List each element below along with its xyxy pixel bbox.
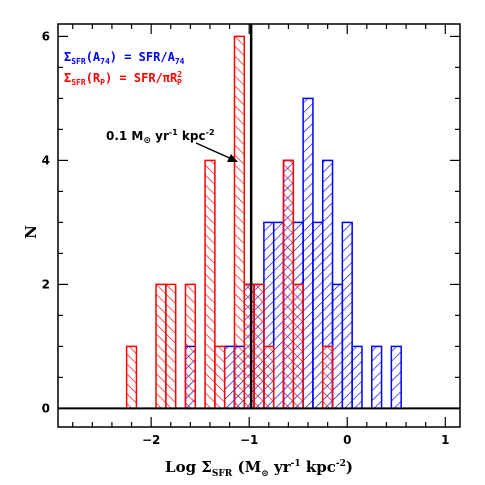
bar-red-3 — [184, 283, 197, 410]
bar-red-11 — [292, 283, 304, 410]
bar-blue-12 — [331, 283, 344, 410]
bar-red-2 — [165, 283, 177, 410]
bar-red-10 — [282, 159, 295, 410]
bar-blue-16 — [390, 345, 402, 410]
bar-red-1 — [155, 283, 167, 410]
legend-entry-red: ΣSFR(RP) = SFR/πR2 P — [64, 70, 182, 87]
bar-blue-14 — [351, 345, 363, 410]
plot-frame — [57, 23, 461, 428]
legend-entry-blue: ΣSFR(A74) = SFR/A74 — [64, 50, 185, 66]
bar-blue-6 — [272, 221, 285, 410]
bar-blue-15 — [371, 345, 383, 410]
x-tick-label: −1 — [240, 433, 258, 447]
y-axis-title: N — [22, 225, 40, 239]
axis-ticks: −2 −1 0 1 0 2 4 6 — [42, 24, 460, 447]
x-tick-label: 1 — [441, 433, 449, 447]
bar-red-6 — [233, 35, 246, 410]
bar-blue-10 — [312, 221, 324, 410]
bar-blue-13 — [341, 221, 353, 410]
y-tick-label: 6 — [42, 29, 50, 43]
x-axis-title: Log ΣSFR (M⊙ yr-1 kpc-2) — [165, 458, 353, 479]
threshold-label: 0.1 M⊙ yr-1 kpc-2 — [106, 128, 215, 146]
y-tick-label: 0 — [42, 401, 50, 415]
legend: ΣSFR(A74) = SFR/A74 ΣSFR(RP) = SFR/πR2 P — [64, 50, 185, 87]
bar-red-4 — [204, 159, 216, 410]
bar-red-12 — [321, 345, 334, 410]
bar-red-9 — [263, 345, 275, 410]
bar-blue-1 — [223, 345, 236, 410]
bar-red-5 — [214, 345, 226, 410]
bar-red-8 — [253, 283, 265, 410]
y-tick-label: 4 — [42, 153, 50, 167]
x-tick-label: −2 — [142, 433, 160, 447]
threshold-arrowhead — [227, 154, 238, 162]
bar-blue-9 — [302, 97, 314, 410]
threshold-arrow — [195, 142, 235, 161]
y-tick-label: 2 — [42, 277, 50, 291]
bar-red-7 — [243, 283, 255, 410]
x-tick-label: 0 — [343, 433, 351, 447]
threshold-annotation: 0.1 M⊙ yr-1 kpc-2 — [106, 128, 238, 162]
bar-red-0 — [125, 345, 138, 410]
